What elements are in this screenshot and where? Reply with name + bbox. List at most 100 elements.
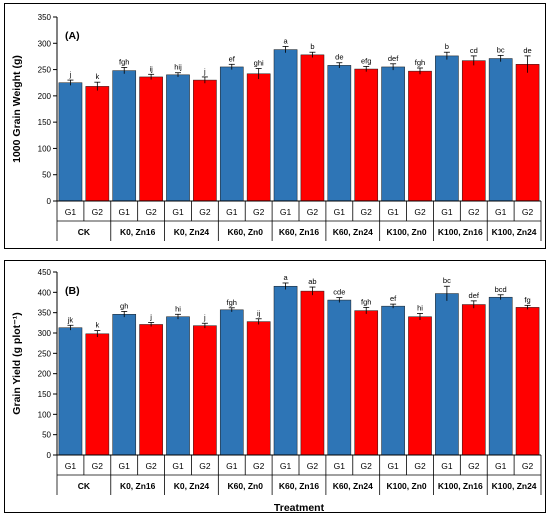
bar	[354, 68, 379, 202]
subcategory-label: G2	[199, 461, 211, 471]
bar	[488, 296, 513, 456]
bar	[461, 304, 486, 456]
bar	[112, 314, 137, 456]
subcategory-label: G1	[226, 207, 238, 217]
subcategory-label: G1	[441, 207, 453, 217]
bar	[58, 327, 83, 456]
y-tick-label: 300	[38, 39, 52, 48]
bar	[435, 55, 459, 202]
subcategory-label: G2	[361, 207, 373, 217]
treatment-label: K100, Zn24	[492, 227, 537, 237]
treatment-label: K60, Zn16	[279, 227, 319, 237]
significance-label: ab	[308, 277, 316, 286]
y-tick-label: 350	[38, 13, 52, 22]
subcategory-label: G2	[361, 461, 373, 471]
significance-label: cde	[333, 288, 345, 297]
significance-label: bc	[497, 45, 505, 54]
bar	[193, 325, 217, 456]
significance-label: fgh	[119, 57, 129, 66]
bar	[515, 307, 540, 456]
subcategory-label: G1	[65, 207, 77, 217]
subcategory-label: G2	[307, 207, 319, 217]
treatment-label: K60, Zn16	[279, 481, 319, 491]
y-tick-label: 50	[42, 171, 51, 180]
treatment-label: K60, Zn24	[333, 227, 373, 237]
y-tick-label: 100	[38, 410, 52, 419]
significance-label: bc	[443, 276, 451, 285]
significance-label: j	[149, 312, 152, 321]
subcategory-label: G2	[307, 461, 319, 471]
y-tick-label: 250	[38, 349, 52, 358]
significance-label: jk	[67, 315, 74, 324]
significance-label: hij	[174, 63, 182, 72]
significance-label: de	[335, 53, 343, 62]
significance-label: efg	[361, 56, 371, 65]
subcategory-label: G1	[387, 207, 399, 217]
panel-label: (A)	[65, 30, 80, 42]
treatment-label: K100, Zn0	[386, 481, 426, 491]
bar	[219, 309, 244, 456]
significance-label: b	[310, 42, 314, 51]
bar	[408, 70, 432, 202]
bar	[273, 285, 298, 456]
subcategory-label: G2	[199, 207, 211, 217]
significance-label: b	[445, 42, 449, 51]
bar	[435, 293, 459, 456]
subcategory-label: G1	[226, 461, 238, 471]
subcategory-label: G2	[522, 207, 534, 217]
subcategory-label: G2	[145, 207, 157, 217]
significance-label: fgh	[227, 298, 237, 307]
significance-label: ij	[257, 309, 261, 318]
bar	[354, 310, 379, 456]
subcategory-label: G2	[468, 461, 480, 471]
significance-label: ef	[390, 294, 397, 303]
significance-label: hi	[417, 303, 423, 312]
significance-label: k	[95, 72, 99, 81]
subcategory-label: G2	[92, 461, 104, 471]
treatment-label: CK	[78, 227, 91, 237]
subcategory-label: G2	[145, 461, 157, 471]
subcategory-label: G1	[280, 207, 292, 217]
bar	[85, 333, 110, 456]
x-axis-label: Treatment	[274, 502, 325, 514]
y-tick-label: 200	[38, 370, 52, 379]
subcategory-label: G1	[387, 461, 399, 471]
subcategory-label: G2	[414, 207, 426, 217]
subcategory-label: G2	[253, 461, 265, 471]
bar	[112, 70, 137, 202]
bar	[246, 73, 271, 202]
treatment-label: K0, Zn16	[120, 481, 156, 491]
bar	[193, 79, 217, 202]
significance-label: j	[203, 313, 206, 322]
treatment-label: CK	[78, 481, 91, 491]
y-axis-label: 1000 Grain Weight (g)	[11, 55, 23, 163]
subcategory-label: G1	[172, 461, 184, 471]
significance-label: j	[69, 70, 72, 79]
subcategory-label: G2	[468, 207, 480, 217]
significance-label: ghi	[254, 59, 264, 68]
panel-label: (B)	[65, 285, 80, 297]
y-axis-label: Grain Yield (g plot⁻¹)	[11, 312, 23, 414]
subcategory-label: G2	[414, 461, 426, 471]
y-tick-label: 150	[38, 390, 52, 399]
bar	[381, 305, 405, 456]
significance-label: ij	[149, 64, 153, 73]
subcategory-label: G1	[334, 461, 346, 471]
panel-b-frame	[4, 260, 546, 513]
subcategory-label: G1	[172, 207, 184, 217]
bar	[461, 60, 486, 202]
subcategory-label: G2	[92, 207, 104, 217]
treatment-label: K60, Zn24	[333, 481, 373, 491]
bar	[408, 316, 432, 456]
significance-label: a	[283, 36, 288, 45]
bar	[139, 324, 163, 456]
treatment-label: K100, Zn16	[438, 227, 483, 237]
subcategory-label: G1	[119, 461, 131, 471]
panel-a-chart: 0 50 100 150 200 250 300 350 1000 Grain Weight (…	[4, 3, 546, 249]
bar	[58, 82, 83, 202]
subcategory-label: G1	[334, 207, 346, 217]
bar	[381, 66, 405, 202]
panel-b-chart: 0 50 100 150 200 250 300 350 400 450 Grain Yield (…	[4, 260, 546, 514]
subcategory-label: G1	[119, 207, 131, 217]
subcategory-label: G2	[522, 461, 534, 471]
